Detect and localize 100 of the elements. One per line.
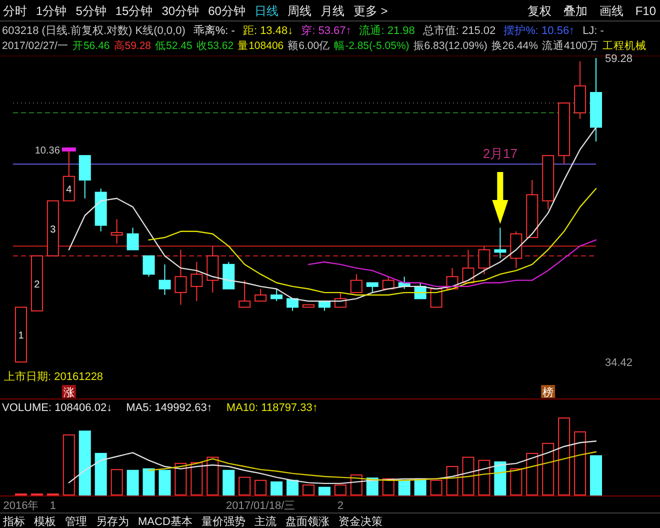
candlestick xyxy=(174,249,187,306)
text: 另存为 xyxy=(96,515,129,528)
text: 叠加 xyxy=(563,4,588,18)
candlestick xyxy=(78,155,91,199)
text: MA5: 149992.63↑ xyxy=(126,402,212,414)
text: 603218 (日线.前复权.对数) K线(0,0,0) xyxy=(2,24,186,37)
bar xyxy=(430,480,442,496)
candlestick xyxy=(526,180,538,238)
text: 开56.46 xyxy=(72,40,110,52)
bar xyxy=(590,455,602,496)
text: 2017/02/27/一 xyxy=(2,40,68,52)
text: 低52.45 xyxy=(155,40,192,52)
candlestick xyxy=(558,102,570,165)
bar xyxy=(190,462,203,496)
text: 换26.44% xyxy=(491,40,538,52)
candlestick xyxy=(14,306,27,362)
text: 更多 > xyxy=(353,4,388,18)
text: MA10: 118797.33↑ xyxy=(226,402,318,414)
x-tick-label: 2017/01/18/三 xyxy=(226,500,296,512)
bar xyxy=(78,430,91,496)
text: 模板 xyxy=(34,516,56,528)
text: 资金决策 xyxy=(338,515,382,528)
bar xyxy=(158,470,171,496)
bar xyxy=(318,486,330,496)
bar xyxy=(302,484,314,496)
text: 涨 xyxy=(63,387,74,399)
text: 指标 xyxy=(2,516,25,528)
bar xyxy=(126,470,139,496)
bar xyxy=(222,470,235,496)
bar xyxy=(62,434,75,496)
bar xyxy=(526,452,538,496)
bar xyxy=(558,418,570,496)
candlestick xyxy=(254,288,267,302)
y-tick-label: 59.28 xyxy=(605,53,633,65)
bar xyxy=(398,480,410,496)
candlestick xyxy=(286,298,299,312)
bar xyxy=(478,460,490,496)
text: 距: 13.48↓ xyxy=(242,25,294,37)
annotation: 4 xyxy=(66,184,72,196)
bar xyxy=(574,431,586,496)
text: 日线 xyxy=(254,4,278,18)
text: 15分钟 xyxy=(115,4,153,18)
text: VOLUME: 108406.02↓ xyxy=(2,402,112,414)
text: 盘面领涨 xyxy=(285,516,330,528)
text: 振6.83(12.09%) xyxy=(413,40,488,52)
text: 穿: 53.67↑ xyxy=(301,24,352,37)
text: 流通: 21.98 xyxy=(359,24,415,37)
text: 管理 xyxy=(65,516,87,528)
candlestick xyxy=(574,60,586,120)
candlestick xyxy=(30,255,43,312)
annotation: 1 xyxy=(18,330,24,342)
candlestick xyxy=(46,200,59,256)
text: 量价强势 xyxy=(201,515,246,528)
text: 上市日期: 20161228 xyxy=(4,370,104,383)
bar xyxy=(334,484,346,496)
candlestick xyxy=(94,188,107,232)
text: 周线 xyxy=(287,4,312,18)
bar xyxy=(206,456,219,496)
text: 复权 xyxy=(527,4,552,18)
text: 月线 xyxy=(320,4,344,18)
text: 主流 xyxy=(254,515,276,528)
candlestick xyxy=(62,148,75,202)
candlestick xyxy=(350,274,362,294)
candlestick xyxy=(190,261,203,302)
text: 总市值: 215.02 xyxy=(422,24,496,37)
bar xyxy=(414,478,426,496)
text: 摆护%: 10.56↑ xyxy=(504,24,575,37)
text: 收53.62 xyxy=(196,40,234,52)
text: 1分钟 xyxy=(36,4,67,18)
text: 乖离%: - xyxy=(193,24,236,37)
candlestick xyxy=(494,227,506,259)
text: 额6.00亿 xyxy=(288,39,330,52)
candlestick xyxy=(238,280,251,308)
text: 流通4100万 xyxy=(542,39,598,52)
text: 工程机械 xyxy=(602,39,646,52)
bar xyxy=(110,469,123,496)
bar xyxy=(142,468,155,496)
annotation: 10.36 xyxy=(34,145,60,156)
x-tick-label: 2 xyxy=(337,500,344,512)
text: 幅-2.85(-5.05%) xyxy=(334,40,410,52)
text: 30分钟 xyxy=(162,4,200,18)
bar xyxy=(446,466,458,496)
y-tick-label: 34.42 xyxy=(605,357,633,369)
annotation: 2 xyxy=(34,279,40,290)
candlestick xyxy=(110,218,123,244)
text: 分时 xyxy=(3,4,27,18)
x-tick-label: 2016年 xyxy=(3,500,39,512)
bar xyxy=(494,461,506,496)
text: F10 xyxy=(635,4,656,18)
x-tick-label: 1 xyxy=(50,500,56,512)
candlestick xyxy=(206,246,219,294)
candlestick xyxy=(126,227,139,250)
bar xyxy=(462,456,474,496)
text: MACD基本 xyxy=(138,515,192,528)
bar xyxy=(270,481,283,496)
bar xyxy=(254,480,267,496)
bar xyxy=(94,452,107,496)
bar xyxy=(238,476,251,496)
annotation: 3 xyxy=(50,224,56,236)
text: 60分钟 xyxy=(208,4,246,18)
